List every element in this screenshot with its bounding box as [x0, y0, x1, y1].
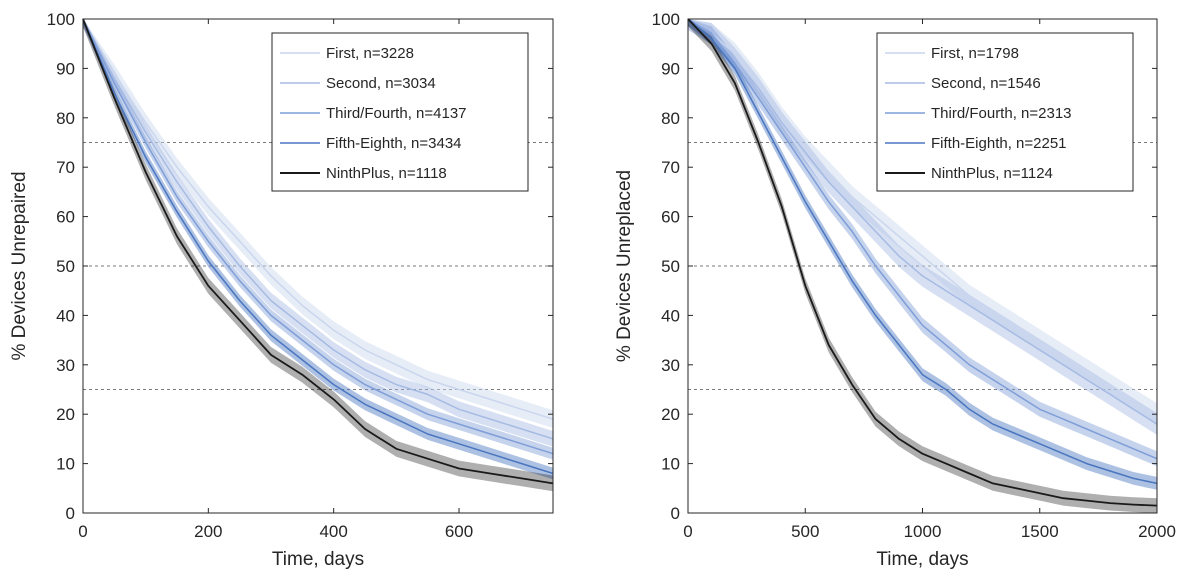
y-tick-label: 70	[661, 158, 680, 177]
y-tick-label: 40	[56, 306, 75, 325]
y-tick-label: 30	[56, 356, 75, 375]
series-line-3	[82, 18, 554, 475]
x-axis-label: Time, days	[272, 549, 364, 570]
confidence-band-1	[688, 19, 1157, 435]
y-tick-label: 60	[661, 208, 680, 227]
series-line-4	[687, 18, 1158, 507]
legend: First, n=1798 Second, n=1546 Third/Fourth,…	[876, 32, 1134, 192]
x-tick-label: 200	[194, 522, 222, 541]
legend-label-0: First, n=3228	[326, 45, 414, 62]
legend-box	[271, 32, 529, 192]
y-tick-label: 20	[661, 405, 680, 424]
series-line-0	[687, 18, 1158, 415]
legend-label-0: First, n=1798	[931, 45, 1019, 62]
y-tick-label: 100	[652, 10, 680, 29]
confidence-band-3	[688, 19, 1157, 490]
y-tick-label: 50	[661, 257, 680, 276]
y-tick-label: 60	[56, 208, 75, 227]
y-tick-label: 0	[671, 504, 680, 523]
legend-box	[876, 32, 1134, 192]
y-tick-label: 70	[56, 158, 75, 177]
y-tick-label: 0	[66, 504, 75, 523]
y-tick-label: 80	[56, 109, 75, 128]
left-chart-panel: 0 10 20 30 40 50 60 70 80 90 100 0 200 400 600 Time, da…	[9, 10, 554, 570]
legend-label-2: Third/Fourth, n=4137	[326, 105, 467, 122]
series-line-1	[82, 18, 554, 440]
x-tick-label: 500	[791, 522, 819, 541]
series-line-1	[687, 18, 1158, 425]
series-line-4	[82, 18, 554, 485]
y-axis-label: % Devices Unrepaired	[9, 171, 30, 360]
legend-label-3: Fifth-Eighth, n=2251	[931, 135, 1067, 152]
y-tick-label: 50	[56, 257, 75, 276]
y-tick-label: 100	[47, 10, 75, 29]
legend-label-1: Second, n=1546	[931, 75, 1041, 92]
legend-label-4: NinthPlus, n=1118	[326, 165, 447, 182]
x-tick-label: 0	[683, 522, 692, 541]
y-axis-label: % Devices Unreplaced	[614, 170, 635, 362]
x-tick-label: 1500	[1021, 522, 1059, 541]
y-tick-label: 10	[56, 455, 75, 474]
x-tick-label: 2000	[1138, 522, 1176, 541]
legend-label-1: Second, n=3034	[326, 75, 436, 92]
x-tick-label: 1000	[904, 522, 942, 541]
series-line-2	[82, 18, 554, 455]
y-tick-label: 10	[661, 455, 680, 474]
x-tick-label: 600	[445, 522, 473, 541]
series-line-0	[82, 18, 554, 420]
y-tick-label: 30	[661, 356, 680, 375]
y-tick-label: 90	[56, 59, 75, 78]
x-tick-label: 400	[319, 522, 347, 541]
series-line-3	[687, 18, 1158, 485]
legend-label-4: NinthPlus, n=1124	[931, 165, 1053, 182]
x-tick-label: 0	[78, 522, 87, 541]
x-axis-label: Time, days	[876, 549, 968, 570]
y-tick-label: 20	[56, 405, 75, 424]
y-tick-label: 90	[661, 59, 680, 78]
legend-label-2: Third/Fourth, n=2313	[931, 105, 1072, 122]
y-tick-label: 40	[661, 306, 680, 325]
series-line-2	[687, 18, 1158, 460]
legend-label-3: Fifth-Eighth, n=3434	[326, 135, 462, 152]
legend: First, n=3228 Second, n=3034 Third/Fourth,…	[271, 32, 529, 192]
y-tick-label: 80	[661, 109, 680, 128]
